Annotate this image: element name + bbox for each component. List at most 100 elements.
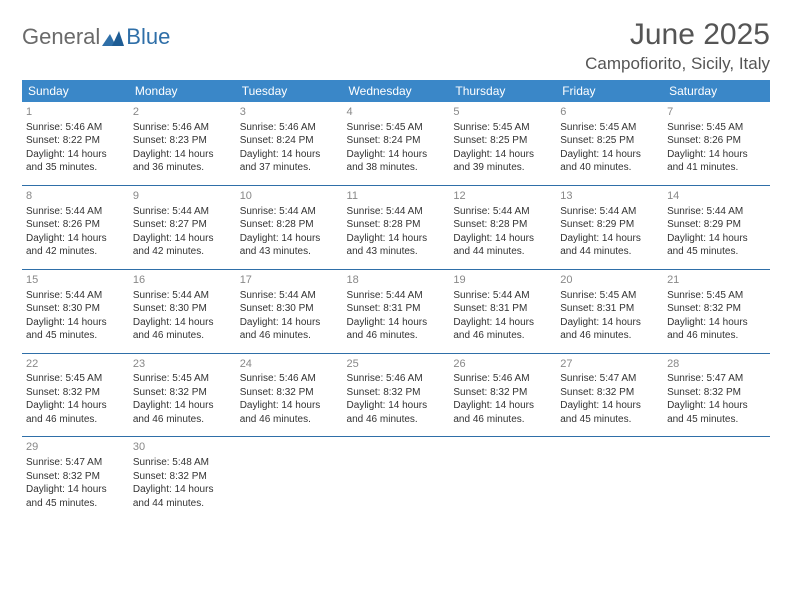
sunset-line: Sunset: 8:26 PM [26, 218, 125, 232]
day-number: 21 [667, 273, 766, 288]
calendar-table: SundayMondayTuesdayWednesdayThursdayFrid… [22, 80, 770, 520]
day-number: 3 [240, 105, 339, 120]
sunrise-line: Sunrise: 5:46 AM [453, 372, 552, 386]
calendar-cell: 11Sunrise: 5:44 AMSunset: 8:28 PMDayligh… [343, 185, 450, 269]
daylight-line: Daylight: 14 hours and 46 minutes. [453, 316, 552, 343]
daylight-line: Daylight: 14 hours and 46 minutes. [453, 399, 552, 426]
sunrise-line: Sunrise: 5:48 AM [133, 456, 232, 470]
daylight-line: Daylight: 14 hours and 43 minutes. [347, 232, 446, 259]
day-number: 13 [560, 189, 659, 204]
brand-word-2: Blue [126, 24, 170, 50]
sunset-line: Sunset: 8:32 PM [26, 386, 125, 400]
day-number: 28 [667, 357, 766, 372]
sunset-line: Sunset: 8:25 PM [560, 134, 659, 148]
sunrise-line: Sunrise: 5:44 AM [26, 205, 125, 219]
sunset-line: Sunset: 8:31 PM [560, 302, 659, 316]
sunrise-line: Sunrise: 5:46 AM [133, 121, 232, 135]
location-subtitle: Campofiorito, Sicily, Italy [585, 54, 770, 74]
day-number: 18 [347, 273, 446, 288]
weekday-header: Wednesday [343, 80, 450, 102]
calendar-cell: 6Sunrise: 5:45 AMSunset: 8:25 PMDaylight… [556, 102, 663, 185]
day-number: 29 [26, 440, 125, 455]
sunrise-line: Sunrise: 5:44 AM [133, 205, 232, 219]
calendar-cell [556, 437, 663, 520]
day-number: 16 [133, 273, 232, 288]
day-number: 4 [347, 105, 446, 120]
sunset-line: Sunset: 8:23 PM [133, 134, 232, 148]
day-number: 20 [560, 273, 659, 288]
brand-mark-icon [102, 28, 124, 46]
calendar-cell: 8Sunrise: 5:44 AMSunset: 8:26 PMDaylight… [22, 185, 129, 269]
daylight-line: Daylight: 14 hours and 45 minutes. [26, 316, 125, 343]
day-number: 6 [560, 105, 659, 120]
daylight-line: Daylight: 14 hours and 37 minutes. [240, 148, 339, 175]
sunrise-line: Sunrise: 5:46 AM [26, 121, 125, 135]
day-number: 17 [240, 273, 339, 288]
daylight-line: Daylight: 14 hours and 46 minutes. [240, 316, 339, 343]
weekday-header: Thursday [449, 80, 556, 102]
daylight-line: Daylight: 14 hours and 46 minutes. [133, 316, 232, 343]
calendar-cell: 20Sunrise: 5:45 AMSunset: 8:31 PMDayligh… [556, 269, 663, 353]
sunrise-line: Sunrise: 5:47 AM [560, 372, 659, 386]
daylight-line: Daylight: 14 hours and 46 minutes. [347, 399, 446, 426]
sunset-line: Sunset: 8:27 PM [133, 218, 232, 232]
day-number: 25 [347, 357, 446, 372]
daylight-line: Daylight: 14 hours and 35 minutes. [26, 148, 125, 175]
daylight-line: Daylight: 14 hours and 41 minutes. [667, 148, 766, 175]
sunrise-line: Sunrise: 5:44 AM [347, 289, 446, 303]
sunrise-line: Sunrise: 5:47 AM [667, 372, 766, 386]
day-number: 11 [347, 189, 446, 204]
sunset-line: Sunset: 8:22 PM [26, 134, 125, 148]
sunset-line: Sunset: 8:32 PM [667, 302, 766, 316]
calendar-cell: 21Sunrise: 5:45 AMSunset: 8:32 PMDayligh… [663, 269, 770, 353]
sunset-line: Sunset: 8:29 PM [667, 218, 766, 232]
calendar-cell: 7Sunrise: 5:45 AMSunset: 8:26 PMDaylight… [663, 102, 770, 185]
sunrise-line: Sunrise: 5:45 AM [453, 121, 552, 135]
daylight-line: Daylight: 14 hours and 44 minutes. [133, 483, 232, 510]
calendar-cell: 1Sunrise: 5:46 AMSunset: 8:22 PMDaylight… [22, 102, 129, 185]
sunrise-line: Sunrise: 5:44 AM [453, 289, 552, 303]
sunset-line: Sunset: 8:24 PM [240, 134, 339, 148]
daylight-line: Daylight: 14 hours and 46 minutes. [560, 316, 659, 343]
brand-word-1: General [22, 24, 100, 50]
sunrise-line: Sunrise: 5:45 AM [667, 289, 766, 303]
calendar-cell: 28Sunrise: 5:47 AMSunset: 8:32 PMDayligh… [663, 353, 770, 437]
sunset-line: Sunset: 8:30 PM [26, 302, 125, 316]
daylight-line: Daylight: 14 hours and 45 minutes. [26, 483, 125, 510]
day-number: 27 [560, 357, 659, 372]
calendar-cell: 15Sunrise: 5:44 AMSunset: 8:30 PMDayligh… [22, 269, 129, 353]
day-number: 1 [26, 105, 125, 120]
daylight-line: Daylight: 14 hours and 45 minutes. [667, 399, 766, 426]
calendar-cell [236, 437, 343, 520]
calendar-cell [449, 437, 556, 520]
day-number: 23 [133, 357, 232, 372]
sunrise-line: Sunrise: 5:44 AM [240, 205, 339, 219]
sunrise-line: Sunrise: 5:45 AM [347, 121, 446, 135]
calendar-cell: 24Sunrise: 5:46 AMSunset: 8:32 PMDayligh… [236, 353, 343, 437]
sunrise-line: Sunrise: 5:45 AM [560, 121, 659, 135]
sunrise-line: Sunrise: 5:45 AM [133, 372, 232, 386]
calendar-cell: 4Sunrise: 5:45 AMSunset: 8:24 PMDaylight… [343, 102, 450, 185]
calendar-cell: 29Sunrise: 5:47 AMSunset: 8:32 PMDayligh… [22, 437, 129, 520]
calendar-cell: 12Sunrise: 5:44 AMSunset: 8:28 PMDayligh… [449, 185, 556, 269]
calendar-cell: 2Sunrise: 5:46 AMSunset: 8:23 PMDaylight… [129, 102, 236, 185]
daylight-line: Daylight: 14 hours and 44 minutes. [453, 232, 552, 259]
sunset-line: Sunset: 8:28 PM [453, 218, 552, 232]
sunrise-line: Sunrise: 5:44 AM [26, 289, 125, 303]
calendar-cell: 16Sunrise: 5:44 AMSunset: 8:30 PMDayligh… [129, 269, 236, 353]
daylight-line: Daylight: 14 hours and 46 minutes. [26, 399, 125, 426]
day-number: 5 [453, 105, 552, 120]
sunset-line: Sunset: 8:30 PM [133, 302, 232, 316]
calendar-header-row: SundayMondayTuesdayWednesdayThursdayFrid… [22, 80, 770, 102]
calendar-cell [343, 437, 450, 520]
daylight-line: Daylight: 14 hours and 36 minutes. [133, 148, 232, 175]
sunset-line: Sunset: 8:26 PM [667, 134, 766, 148]
day-number: 19 [453, 273, 552, 288]
day-number: 10 [240, 189, 339, 204]
day-number: 7 [667, 105, 766, 120]
day-number: 30 [133, 440, 232, 455]
header: General Blue June 2025 Campofiorito, Sic… [22, 18, 770, 74]
sunrise-line: Sunrise: 5:44 AM [667, 205, 766, 219]
calendar-cell: 13Sunrise: 5:44 AMSunset: 8:29 PMDayligh… [556, 185, 663, 269]
sunset-line: Sunset: 8:32 PM [26, 470, 125, 484]
